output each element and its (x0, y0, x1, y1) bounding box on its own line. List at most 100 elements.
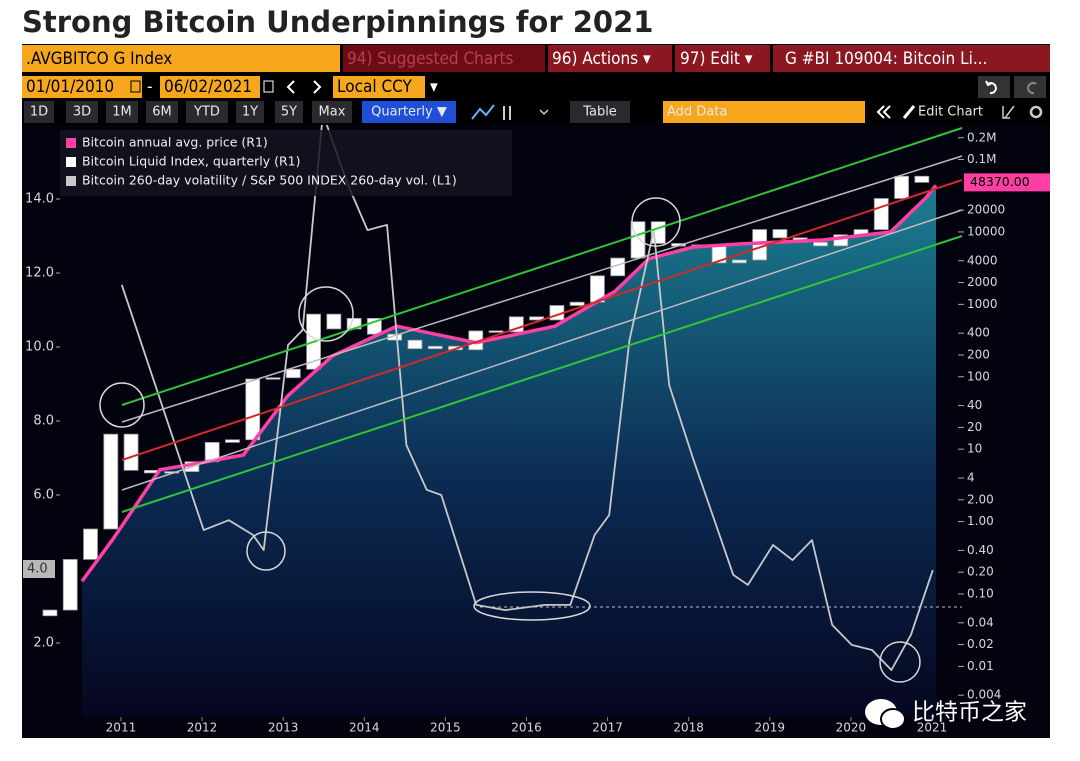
toolbar-button-label[interactable]: Table (582, 105, 617, 120)
candle-body (62, 559, 78, 611)
security-field[interactable] (773, 45, 1050, 72)
toolbar-button-label[interactable]: 1Y (242, 105, 258, 120)
y2-tick-label: 1.00 (967, 514, 994, 528)
y2-tick-label: 4 (967, 470, 975, 484)
edit-button[interactable] (675, 45, 770, 72)
end-date[interactable]: 06/02/2021 (164, 77, 252, 97)
toolbar-button[interactable] (66, 101, 98, 123)
toolbar-button[interactable] (663, 101, 865, 123)
settings-icon[interactable] (1029, 105, 1043, 119)
legend-swatch (66, 176, 76, 186)
security-label[interactable]: G #BI 109004: Bitcoin Li... (785, 49, 987, 69)
candle-body (529, 316, 545, 321)
tool-icon[interactable] (1002, 105, 1015, 119)
toolbar-button-label[interactable]: 5Y (281, 105, 297, 120)
toolbar-button-label[interactable]: 1D (30, 105, 48, 120)
toolbar-button[interactable] (24, 101, 54, 123)
candle-body (873, 198, 889, 230)
toolbar-button-label[interactable]: YTD (193, 105, 220, 120)
watermark: 比特币之家 (912, 700, 1027, 726)
toolbar-button-label[interactable]: Add Data (667, 105, 727, 120)
toolbar-button[interactable] (312, 101, 352, 123)
menu-icon[interactable] (539, 109, 549, 116)
collapse-icon[interactable] (876, 105, 891, 119)
suggested-label[interactable]: 94) Suggested Charts (347, 49, 513, 69)
toolbar-button-label[interactable]: Quarterly ▼ (371, 105, 447, 120)
y2-tick-label: 40 (967, 398, 982, 412)
y2-tick-label: 2000 (967, 275, 998, 289)
last-value-label: 48370.00 (970, 174, 1030, 189)
redo-button[interactable] (1014, 76, 1046, 98)
toolbar-button-label[interactable]: 3D (73, 105, 91, 120)
start-date[interactable]: 01/01/2010 (26, 77, 114, 97)
toolbar-button[interactable] (146, 101, 178, 123)
toolbar-button-label[interactable]: Max (319, 105, 346, 120)
calendar-icon[interactable] (263, 80, 274, 93)
candle-body (731, 259, 747, 264)
price-area (82, 185, 936, 717)
x-tick-label: 2011 (106, 721, 137, 735)
bar-icon[interactable] (503, 106, 511, 120)
highlight-ellipse (473, 591, 591, 621)
last-value-box (964, 173, 1050, 192)
candle-body (123, 433, 139, 471)
currency-label[interactable]: Local CCY (337, 77, 413, 97)
toolbar-button[interactable] (275, 101, 303, 123)
candle-body (488, 330, 504, 333)
x-tick-label: 2021 (917, 721, 948, 735)
candle-body (285, 368, 301, 379)
x-tick-label: 2018 (673, 721, 704, 735)
plot-area (42, 125, 938, 717)
nav-arrows[interactable] (286, 80, 322, 94)
toolbar-button-label[interactable]: 1M (112, 105, 132, 120)
redo-icon[interactable] (1027, 82, 1037, 95)
y2-tick-label: 0.10 (967, 586, 994, 600)
start-date-field[interactable] (22, 76, 142, 98)
actions-button[interactable] (548, 45, 672, 72)
toolbar-button[interactable] (186, 101, 228, 123)
undo-button[interactable] (978, 76, 1010, 98)
line-icon[interactable] (471, 104, 495, 120)
toolbar-button[interactable] (106, 101, 138, 123)
index-name[interactable]: .AVGBITCO G Index (26, 49, 172, 69)
candle-body (914, 175, 930, 183)
toolbar-button[interactable] (570, 101, 630, 123)
channel-upper (121, 127, 963, 406)
highlight-circle (246, 531, 286, 571)
volatility-line (120, 125, 934, 671)
highlight-circle (298, 286, 354, 342)
y2-tick-label: 0.20 (967, 565, 994, 579)
highlight-circle (879, 641, 921, 683)
calendar-icon[interactable] (130, 80, 141, 93)
channel-inner-lower (121, 209, 963, 491)
index-field[interactable] (22, 45, 340, 72)
channel-mid (121, 179, 963, 461)
candle-body (427, 345, 443, 350)
y-tick-label: 6.0 (33, 488, 54, 503)
suggested-button[interactable] (343, 45, 545, 72)
edit-label[interactable]: 97) Edit ▾ (680, 49, 753, 69)
y2-tick-label: 400 (967, 326, 990, 340)
y2-tick-label: 200 (967, 347, 990, 361)
toolbar-button-label[interactable]: 6M (152, 105, 172, 120)
channel-inner-upper (121, 155, 963, 423)
toolbar-button[interactable] (236, 101, 264, 123)
y2-tick-label: 2.00 (967, 492, 994, 506)
currency-field[interactable] (333, 76, 425, 98)
candle-body (103, 433, 119, 530)
undo-icon[interactable] (985, 80, 997, 95)
candle-body (569, 301, 585, 306)
end-date-field[interactable] (160, 76, 260, 98)
candle-body (772, 229, 788, 239)
actions-label[interactable]: 96) Actions ▾ (552, 49, 651, 69)
chart-title: Strong Bitcoin Underpinnings for 2021 (22, 5, 653, 39)
x-tick-label: 2015 (430, 721, 461, 735)
legend-label: Bitcoin 260-day volatility / S&P 500 IND… (82, 173, 457, 188)
candle-body (407, 339, 423, 350)
toolbar-button-label[interactable]: Edit Chart (918, 105, 983, 120)
pencil-icon[interactable] (902, 105, 916, 119)
x-tick-label: 2013 (268, 721, 299, 735)
toolbar-button[interactable] (362, 101, 456, 123)
currency-menu[interactable]: ▾ (430, 77, 438, 97)
